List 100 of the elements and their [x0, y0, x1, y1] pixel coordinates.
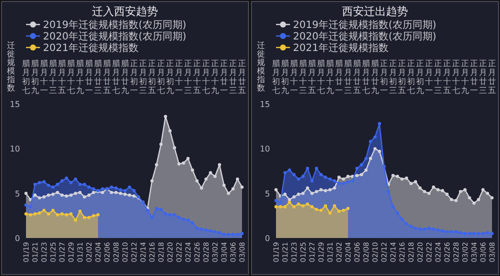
point: [368, 156, 372, 160]
point: [274, 205, 278, 208]
point: [150, 216, 154, 220]
point: [82, 182, 86, 186]
point: [132, 189, 136, 192]
point: [64, 194, 68, 198]
point: [60, 212, 64, 216]
text: 正月初三: [139, 59, 147, 95]
point: [346, 174, 350, 178]
point: [240, 232, 244, 236]
point: [114, 190, 118, 194]
point: [74, 177, 78, 181]
point: [164, 114, 168, 118]
point: [226, 232, 230, 236]
text: 腊月廿九: [121, 59, 129, 95]
point: [218, 163, 222, 166]
point: [342, 182, 346, 186]
point: [292, 195, 296, 199]
point: [337, 182, 341, 186]
point: [342, 177, 346, 181]
text: 腊月十一: [290, 59, 298, 95]
point: [418, 227, 422, 231]
text: 腊月十三: [49, 59, 57, 95]
text: 腊月廿一: [85, 59, 93, 95]
point: [337, 210, 341, 213]
point: [87, 185, 91, 189]
point: [472, 202, 476, 205]
point: [414, 226, 418, 230]
text: 正月十一: [425, 59, 433, 95]
text: 腊月廿一: [335, 59, 343, 95]
text: 正月十九: [211, 59, 219, 95]
point: [306, 186, 310, 190]
text: 正月十七: [452, 59, 460, 95]
point: [118, 188, 122, 192]
point: [190, 221, 194, 224]
y-tick-label: 10: [260, 144, 270, 154]
point: [208, 171, 212, 174]
point: [450, 198, 454, 202]
text: 正月廿三: [229, 59, 237, 95]
point: [110, 185, 114, 189]
point: [240, 185, 244, 189]
text: 正月初五: [148, 59, 156, 95]
point: [283, 171, 287, 174]
point: [159, 208, 163, 212]
point: [92, 187, 96, 190]
point: [310, 205, 314, 208]
legend-label: 2020年迁徙规模指数(农历同期): [293, 30, 436, 42]
point: [123, 189, 127, 192]
point: [422, 227, 426, 231]
point: [110, 190, 114, 194]
point: [414, 180, 418, 184]
point: [283, 192, 287, 196]
point: [172, 146, 176, 150]
point: [78, 210, 82, 213]
point: [373, 135, 377, 139]
point: [328, 211, 332, 215]
text: 正月廿五: [488, 59, 496, 95]
point: [186, 156, 190, 160]
point: [114, 186, 118, 190]
point: [328, 177, 332, 181]
point: [78, 190, 82, 194]
point: [301, 174, 305, 178]
point: [274, 198, 278, 202]
point: [56, 190, 60, 194]
point: [64, 213, 68, 216]
point: [60, 194, 64, 197]
point: [463, 232, 467, 236]
point: [296, 177, 300, 181]
point: [123, 192, 127, 196]
text: 正月廿三: [479, 59, 487, 95]
y-tick-label: 5: [14, 189, 20, 198]
point: [51, 208, 55, 212]
point: [46, 194, 50, 197]
point: [427, 192, 431, 195]
point: [92, 214, 96, 218]
point: [404, 176, 408, 180]
point: [118, 192, 122, 195]
point: [69, 212, 73, 216]
point: [458, 231, 462, 234]
point: [159, 142, 163, 146]
point: [204, 177, 208, 181]
text: 腊月十五: [308, 59, 316, 95]
point: [24, 192, 28, 195]
text: 正月初五: [398, 59, 406, 95]
point: [56, 182, 60, 186]
point: [378, 150, 382, 153]
point: [24, 203, 28, 207]
point: [486, 231, 490, 234]
text: 腊月廿三: [94, 59, 102, 95]
point: [154, 206, 158, 210]
point: [177, 216, 181, 220]
point: [445, 192, 449, 196]
point: [400, 177, 404, 181]
point: [440, 229, 444, 232]
point: [74, 218, 78, 222]
point: [292, 172, 296, 176]
text: 正月十五: [193, 59, 201, 95]
point: [236, 232, 240, 236]
text: 正月初九: [166, 59, 174, 95]
y-tick-label: 15: [260, 100, 270, 109]
